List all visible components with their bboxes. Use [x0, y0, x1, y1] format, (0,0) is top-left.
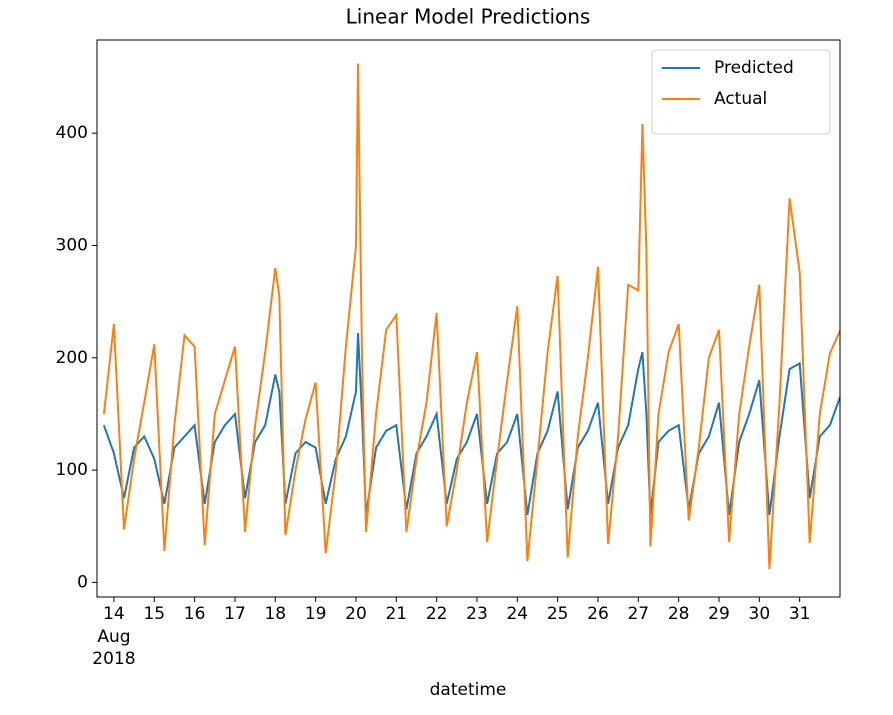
x-tick-label: 30 [749, 604, 771, 624]
x-tick-label: 23 [466, 604, 488, 624]
x-tick-label: 27 [627, 604, 649, 624]
plot-frame [96, 39, 841, 598]
x-tick-label: 22 [426, 604, 448, 624]
x-sublabel: Aug [97, 627, 130, 647]
x-tick-label: 17 [224, 604, 246, 624]
x-tick-label: 28 [668, 604, 690, 624]
line-series [102, 333, 841, 516]
x-sublabel: 2018 [92, 649, 135, 669]
x-tick-label: 18 [264, 604, 286, 624]
x-tick-label: 31 [789, 604, 811, 624]
x-tick-label: 19 [305, 604, 327, 624]
x-tick-label: 21 [385, 604, 407, 624]
x-tick-label: 15 [143, 604, 165, 624]
x-tick-label: 24 [506, 604, 528, 624]
y-tick-label: 0 [77, 572, 88, 592]
legend-label: Actual [714, 89, 767, 109]
line-series [102, 63, 841, 569]
chart-title: Linear Model Predictions [346, 5, 591, 29]
x-tick-label: 29 [708, 604, 730, 624]
x-tick-label: 14 [103, 604, 125, 624]
y-tick-label: 100 [56, 460, 88, 480]
y-tick-label: 400 [56, 123, 88, 143]
x-tick-label: 20 [345, 604, 367, 624]
y-tick-label: 300 [56, 236, 88, 256]
x-axis-label: datetime [430, 680, 507, 700]
x-tick-label: 16 [184, 604, 206, 624]
legend-box [651, 49, 831, 135]
x-tick-label: 26 [587, 604, 609, 624]
legend-label: Predicted [714, 58, 794, 78]
y-tick-label: 200 [56, 348, 88, 368]
x-tick-label: 25 [547, 604, 569, 624]
